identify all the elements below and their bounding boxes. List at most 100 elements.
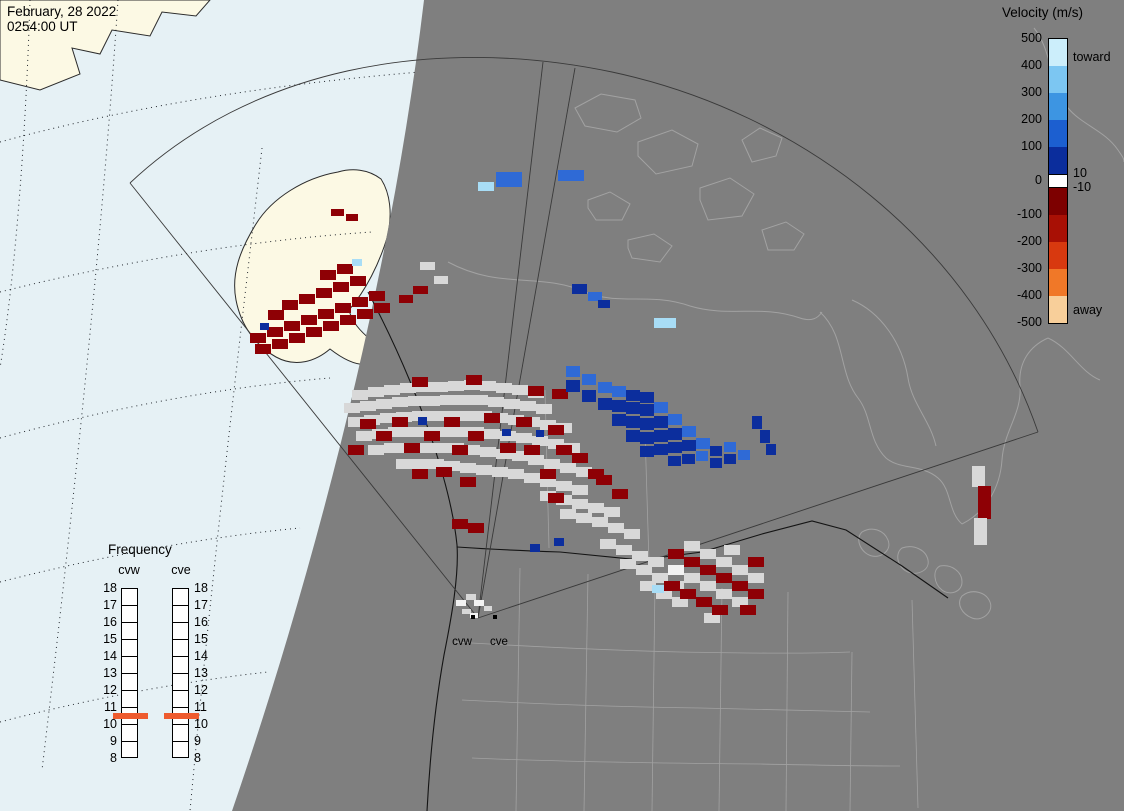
scatter-cell — [696, 438, 710, 449]
velocity-legend-title: Velocity (m/s) — [1002, 5, 1084, 20]
scatter-cell — [696, 451, 708, 461]
scatter-cell — [432, 443, 448, 453]
scatter-cell — [648, 557, 664, 567]
velocity-tick-label: -400 — [1016, 288, 1042, 302]
scatter-cell — [284, 321, 300, 331]
scatter-cell — [466, 594, 476, 600]
velocity-colorbar-segment — [1049, 188, 1067, 215]
scatter-cell — [496, 449, 512, 459]
scatter-cell — [640, 446, 654, 457]
velocity-tick-label: -100 — [1016, 207, 1042, 221]
scatter-cell — [301, 315, 317, 325]
scatter-cell — [680, 589, 696, 599]
scatter-cell — [340, 315, 356, 325]
scatter-cell — [668, 565, 684, 575]
scatter-cell — [468, 523, 484, 533]
scatter-cell — [740, 605, 756, 615]
scatter-cell — [404, 443, 420, 453]
scatter-cell — [488, 397, 504, 407]
scatter-cell — [484, 429, 500, 439]
scatter-cell — [462, 609, 471, 614]
radar-fov-outline — [129, 56, 1039, 619]
toward-label: toward — [1073, 50, 1111, 64]
scatter-cell — [508, 469, 524, 479]
scatter-cell — [596, 475, 612, 485]
scatter-cell — [588, 503, 604, 513]
scatter-cell — [452, 519, 468, 529]
scatter-cell — [320, 270, 336, 280]
scatter-cell — [704, 613, 720, 623]
scatter-cell — [412, 411, 428, 421]
scatter-cell — [616, 545, 632, 555]
scatter-cell — [399, 295, 413, 303]
scatter-cell — [444, 461, 460, 471]
scatter-cell — [582, 374, 596, 385]
scatter-cell — [598, 300, 610, 308]
scatter-cell — [532, 436, 548, 446]
frequency-bar-tick — [122, 724, 137, 725]
scatter-cell — [352, 390, 368, 400]
scatter-cell — [368, 387, 384, 397]
frequency-tick-label: 14 — [194, 649, 208, 663]
frequency-tick-label: 9 — [110, 734, 117, 748]
frequency-bar-tick — [173, 724, 188, 725]
scatter-cell — [608, 523, 624, 533]
frequency-tick-label: 11 — [194, 700, 207, 714]
scatter-cell — [452, 427, 468, 437]
scatter-cell — [554, 538, 564, 546]
frequency-bar-tick — [173, 741, 188, 742]
frequency-tick-label: 9 — [194, 734, 201, 748]
frequency-bar-tick — [173, 673, 188, 674]
scatter-cell — [724, 545, 740, 555]
scatter-cell — [576, 513, 592, 523]
scatter-cell — [432, 382, 448, 392]
scatter-cell — [732, 581, 748, 591]
velocity-colorbar-segment — [1049, 147, 1067, 174]
frequency-bar-tick — [122, 673, 137, 674]
frequency-tick-label: 10 — [103, 717, 117, 731]
scatter-cell — [682, 454, 695, 464]
scatter-cell — [588, 469, 604, 479]
scatter-cell — [480, 447, 496, 457]
velocity-colorbar-segment — [1049, 120, 1067, 147]
scatter-cell — [716, 557, 732, 567]
scatter-cell — [428, 411, 444, 421]
velocity-tick-label: 400 — [1021, 58, 1042, 72]
scatter-cell — [360, 419, 376, 429]
scatter-cell — [640, 432, 654, 444]
scatter-cell — [668, 549, 684, 559]
scatter-cell — [656, 589, 672, 599]
scatter-cell — [582, 390, 596, 402]
scatter-cell — [460, 463, 476, 473]
velocity-tick-label: 200 — [1021, 112, 1042, 126]
scatter-cell — [356, 431, 372, 441]
night-region — [232, 0, 1124, 811]
scatter-cell — [337, 264, 353, 274]
scatter-cell — [392, 397, 408, 407]
scatter-cell — [700, 581, 716, 591]
scatter-cell — [306, 327, 322, 337]
frequency-legend-title: Frequency — [108, 542, 172, 557]
scatter-cell — [576, 467, 592, 477]
scatter-cell — [732, 597, 748, 607]
scatter-cell — [560, 509, 576, 519]
velocity-colorbar-segment — [1049, 66, 1067, 93]
scatter-cell — [474, 600, 484, 606]
scatter-cell — [640, 581, 656, 591]
velocity-colorbar-segment — [1049, 215, 1067, 242]
scatter-cell — [640, 404, 654, 416]
scatter-cell — [456, 395, 472, 405]
scatter-cell — [323, 321, 339, 331]
scatter-cell — [748, 557, 764, 567]
frequency-tick-label: 16 — [194, 615, 208, 629]
scatter-cell — [316, 288, 332, 298]
radar-site-label-cvw: cvw — [452, 636, 472, 648]
frequency-tick-label: 8 — [194, 751, 201, 765]
scatter-cell — [600, 539, 616, 549]
scatter-cell — [376, 431, 392, 441]
scatter-cell — [388, 427, 404, 437]
frequency-bar-tick — [173, 622, 188, 623]
scatter-cell — [626, 402, 640, 414]
scatter-cell — [478, 182, 494, 191]
